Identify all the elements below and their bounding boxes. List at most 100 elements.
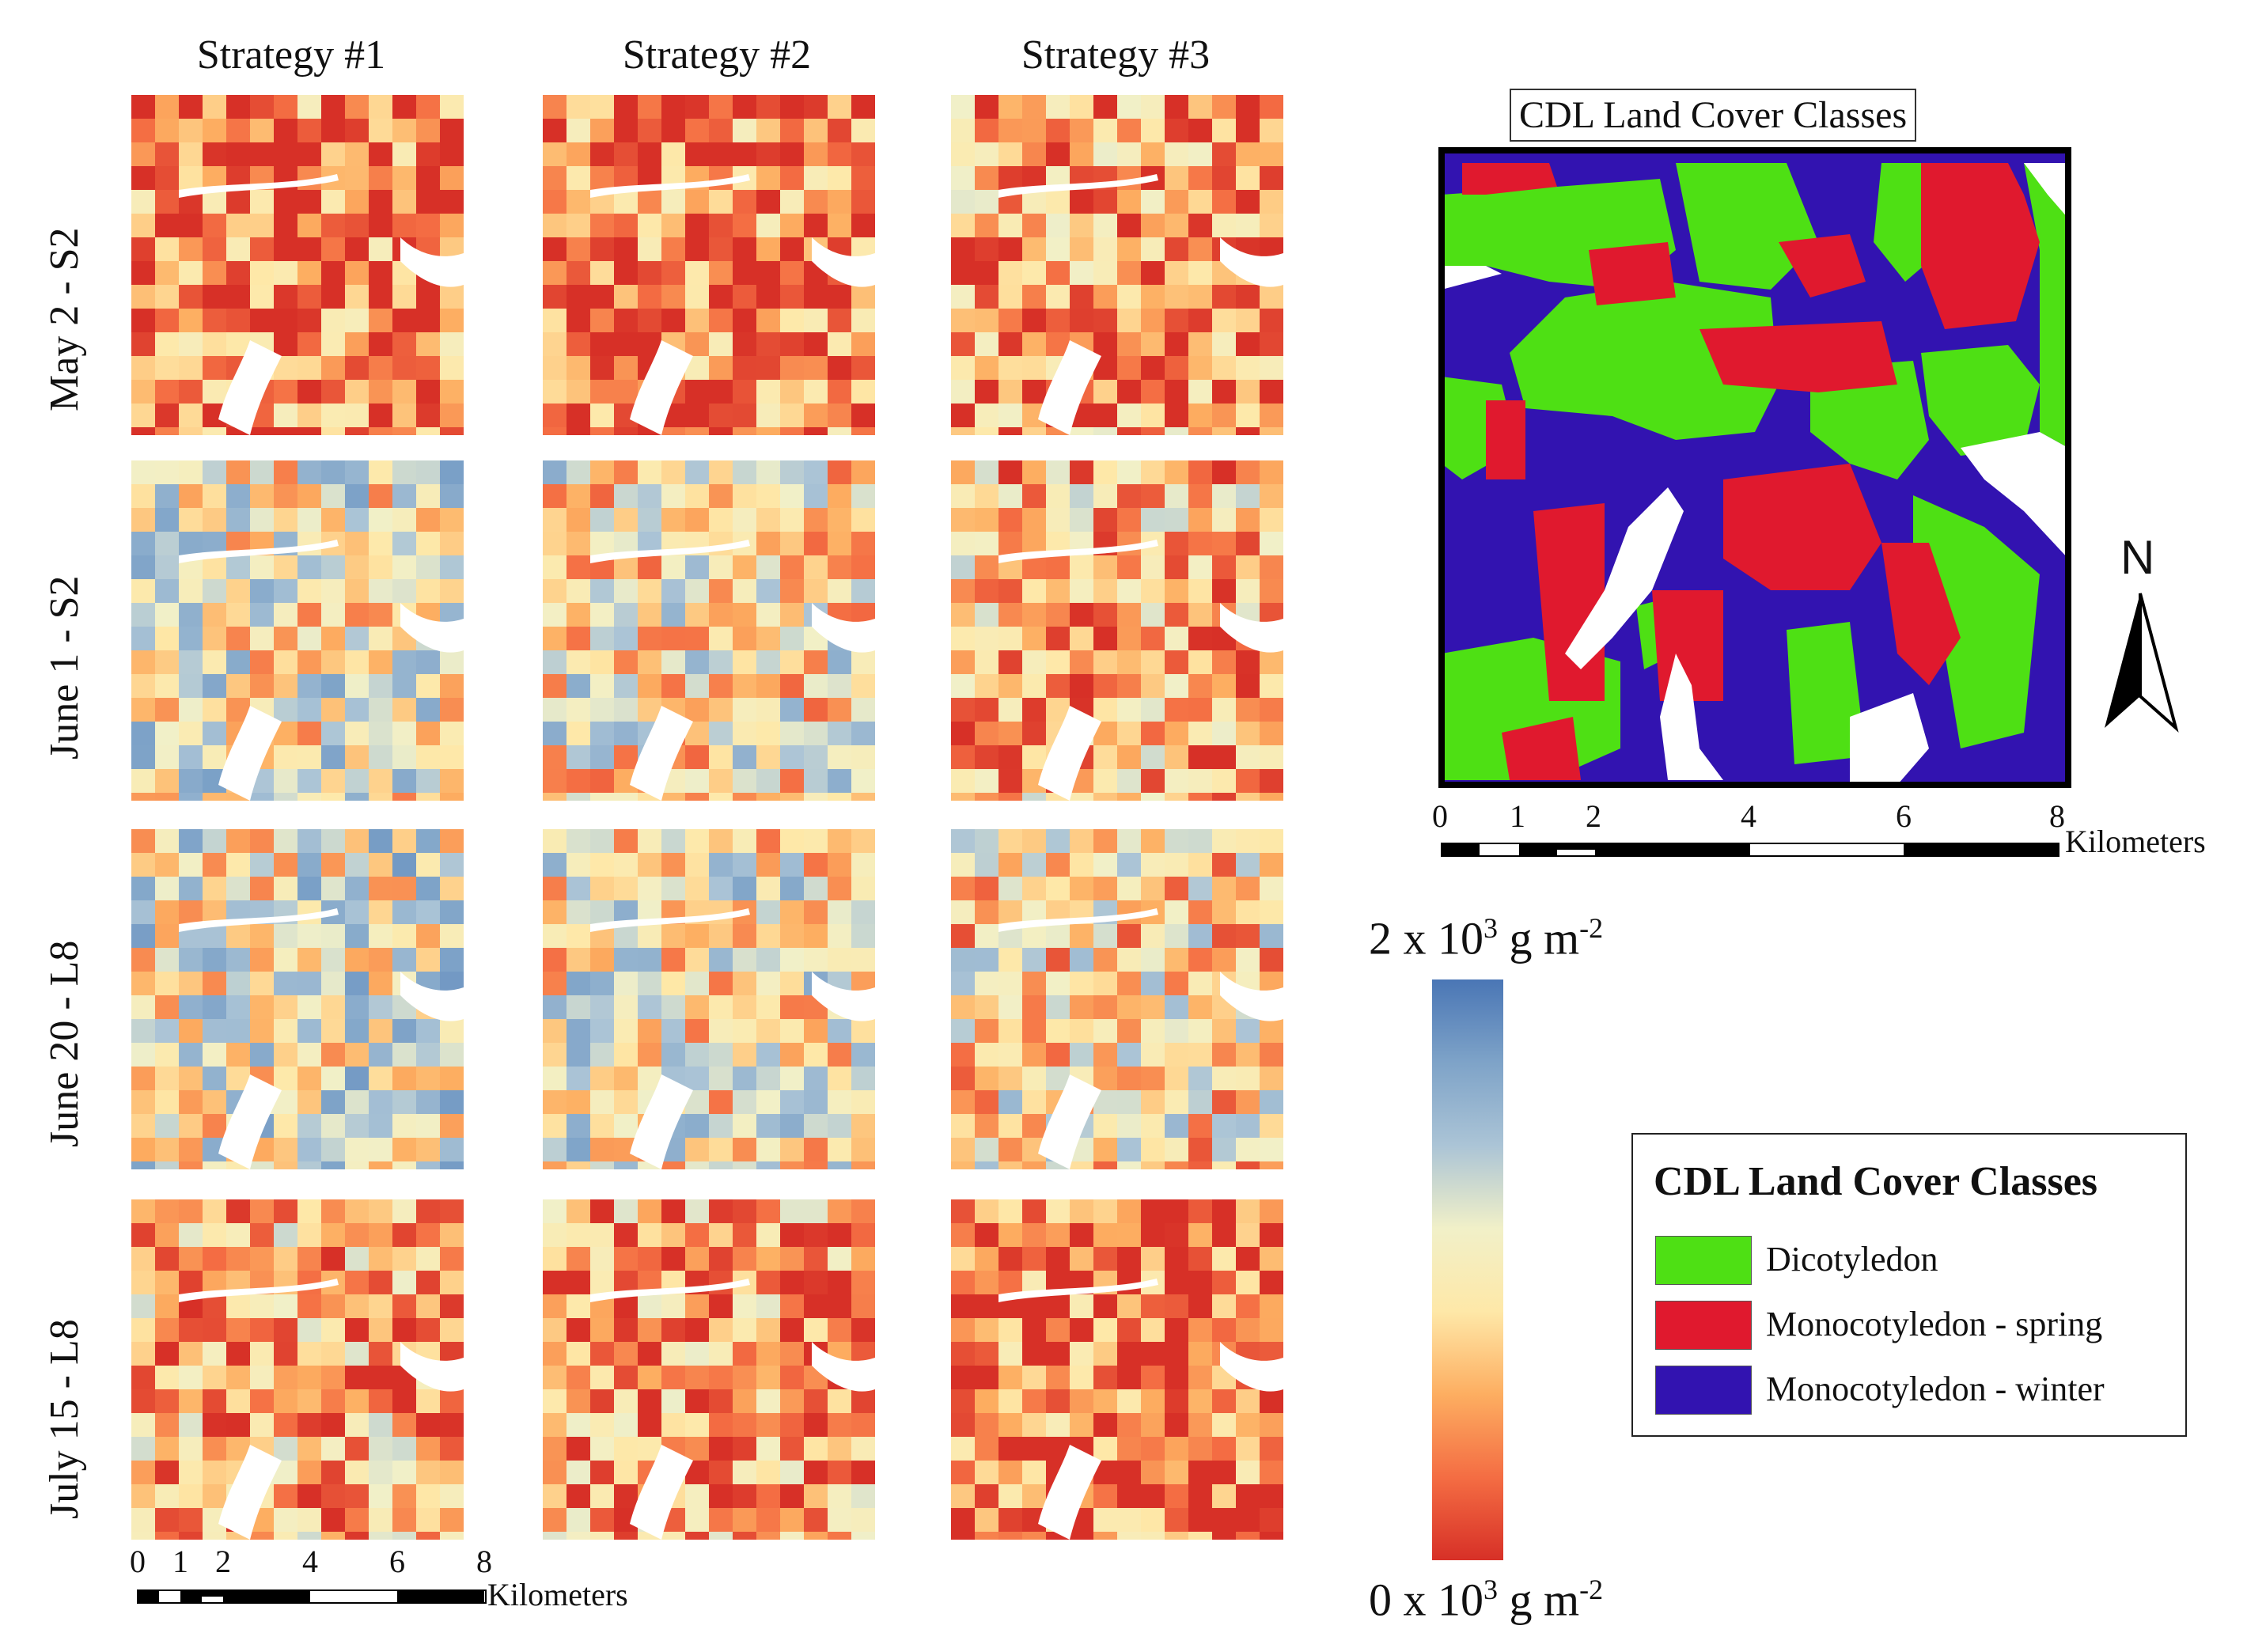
field-cell: [638, 1247, 661, 1271]
field-cell: [1165, 1114, 1188, 1138]
field-cell: [321, 995, 345, 1019]
field-cell: [543, 1247, 566, 1271]
field-cell: [297, 924, 321, 948]
field-cell: [614, 1413, 638, 1437]
field-cell: [250, 119, 274, 142]
field-cell: [1070, 793, 1093, 801]
field-cell: [250, 995, 274, 1019]
field-cell: [828, 745, 851, 769]
field-cell: [250, 1199, 274, 1223]
field-cell: [345, 722, 369, 745]
field-cell: [685, 1413, 709, 1437]
field-cell: [1165, 532, 1188, 555]
field-cell: [131, 190, 155, 214]
field-cell: [638, 793, 661, 801]
field-cell: [1165, 995, 1188, 1019]
field-cell: [131, 261, 155, 285]
field-cell: [566, 261, 590, 285]
field-cell: [998, 380, 1022, 404]
field-cell: [828, 190, 851, 214]
field-cell: [297, 555, 321, 579]
field-cell: [1212, 555, 1236, 579]
field-cell: [851, 1090, 875, 1114]
field-cell: [566, 380, 590, 404]
field-cell: [951, 853, 975, 877]
field-cell: [131, 1019, 155, 1043]
field-cell: [951, 948, 975, 972]
field-cell: [804, 1461, 828, 1484]
field-cell: [756, 674, 780, 698]
field-cell: [566, 793, 590, 801]
field-cell: [566, 460, 590, 484]
field-cell: [661, 1199, 685, 1223]
field-cell: [685, 427, 709, 435]
field-cell: [1141, 995, 1165, 1019]
field-cell: [1022, 142, 1046, 166]
field-cell: [155, 722, 179, 745]
field-cell: [392, 722, 416, 745]
field-cell: [709, 356, 733, 380]
field-cell: [274, 995, 297, 1019]
field-cell: [297, 674, 321, 698]
field-cell: [975, 674, 998, 698]
field-cell: [998, 1043, 1022, 1067]
field-cell: [804, 119, 828, 142]
field-cell: [543, 166, 566, 190]
field-cell: [1117, 924, 1141, 948]
field-cell: [685, 1199, 709, 1223]
field-cell: [804, 460, 828, 484]
field-cell: [1188, 1389, 1212, 1413]
field-cell: [179, 1114, 203, 1138]
field-cell: [1022, 484, 1046, 508]
field-cell: [638, 948, 661, 972]
field-cell: [155, 237, 179, 261]
field-cell: [614, 924, 638, 948]
field-cell: [566, 285, 590, 309]
field-cell: [543, 698, 566, 722]
field-cell: [998, 1161, 1022, 1169]
field-cell: [1260, 190, 1283, 214]
field-cell: [179, 460, 203, 484]
field-cell: [709, 1484, 733, 1508]
field-cell: [566, 722, 590, 745]
field-cell: [369, 427, 392, 435]
field-cell: [1212, 722, 1236, 745]
field-cell: [203, 261, 226, 285]
field-cell: [1212, 829, 1236, 853]
field-cell: [1236, 555, 1260, 579]
field-cell: [1260, 119, 1283, 142]
field-cell: [1093, 1114, 1117, 1138]
scale-tick-0: 0: [130, 1544, 146, 1579]
field-cell: [1212, 1199, 1236, 1223]
field-cell: [440, 119, 464, 142]
field-cell: [155, 1366, 179, 1389]
colorbar-min-unit-exp: -2: [1579, 1574, 1604, 1605]
field-cell: [1165, 332, 1188, 356]
field-cell: [155, 1223, 179, 1247]
field-cell: [543, 1199, 566, 1223]
field-cell: [733, 332, 756, 356]
field-cell: [951, 603, 975, 627]
field-cell: [274, 380, 297, 404]
map-panel-image: [543, 460, 875, 801]
field-cell: [1070, 1389, 1093, 1413]
field-cell: [1260, 356, 1283, 380]
field-cell: [250, 948, 274, 972]
field-cell: [1188, 309, 1212, 332]
field-cell: [440, 745, 464, 769]
field-cell: [274, 1318, 297, 1342]
field-cell: [1046, 555, 1070, 579]
field-cell: [804, 332, 828, 356]
field-cell: [369, 698, 392, 722]
field-cell: [543, 972, 566, 995]
field-cell: [392, 380, 416, 404]
field-cell: [998, 237, 1022, 261]
field-cell: [780, 484, 804, 508]
field-cell: [440, 532, 464, 555]
field-cell: [203, 1318, 226, 1342]
field-cell: [226, 1342, 250, 1366]
field-cell: [661, 309, 685, 332]
field-cell: [804, 1484, 828, 1508]
field-cell: [1165, 1389, 1188, 1413]
field-cell: [321, 404, 345, 427]
